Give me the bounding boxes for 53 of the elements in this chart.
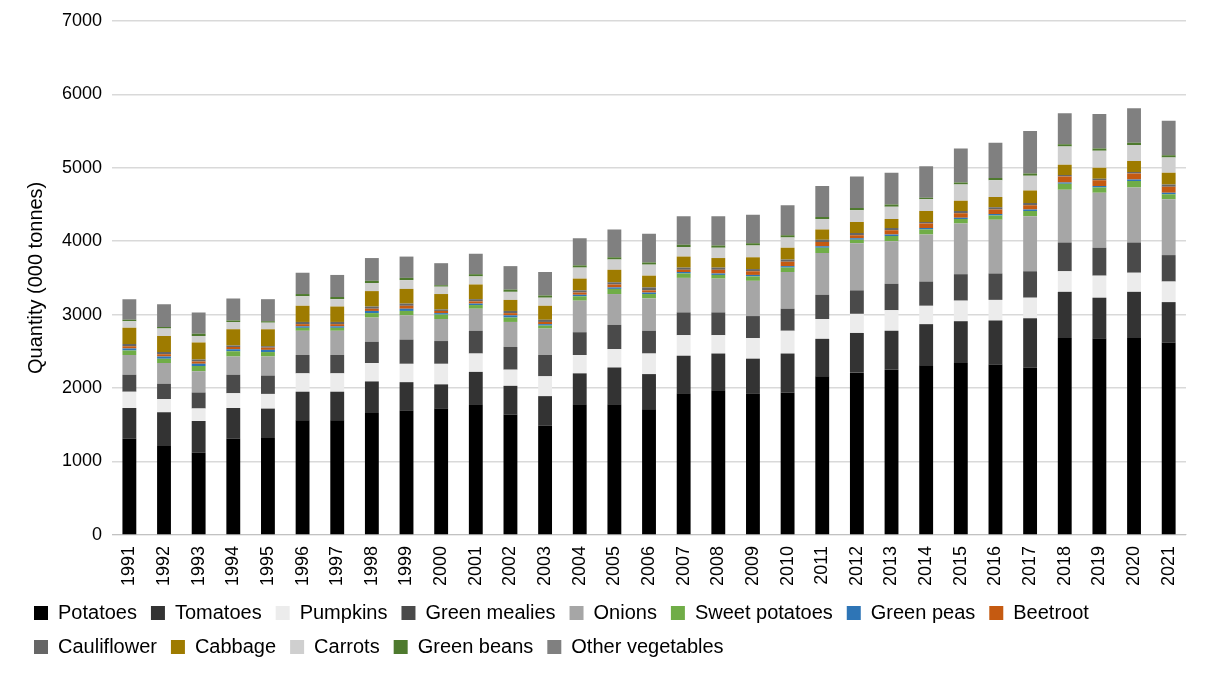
x-tick-label: 2005 xyxy=(603,545,624,586)
x-tick-label: 2002 xyxy=(499,545,520,586)
legend-label: Beetroot xyxy=(1013,600,1090,623)
legend-label: Carrots xyxy=(314,634,380,657)
x-tick-label: 2019 xyxy=(1088,545,1109,586)
x-tick-label: 2000 xyxy=(430,545,451,586)
x-tick-label: 2014 xyxy=(915,545,936,586)
x-tick-label: 2017 xyxy=(1019,545,1040,586)
y-tick-label: 0 xyxy=(92,523,103,544)
x-tick-label: 2001 xyxy=(464,545,485,586)
legend-label: Other vegetables xyxy=(571,634,724,657)
y-tick-label: 4000 xyxy=(62,230,103,251)
x-tick-label: 1997 xyxy=(326,545,347,586)
y-tick-label: 5000 xyxy=(62,156,103,177)
x-tick-label: 2021 xyxy=(1157,545,1178,586)
x-tick-label: 2016 xyxy=(984,545,1005,586)
x-tick-label: 2008 xyxy=(707,545,728,586)
x-tick-label: 2006 xyxy=(637,545,658,586)
x-tick-label: 2003 xyxy=(534,545,555,586)
x-tick-label: 1993 xyxy=(187,545,208,586)
x-tick-label: 1995 xyxy=(256,545,277,586)
legend-label: Green beans xyxy=(417,634,534,657)
x-tick-label: 1996 xyxy=(291,545,312,586)
x-tick-label: 2004 xyxy=(568,545,589,586)
legend-label: Potatoes xyxy=(58,600,137,623)
y-tick-label: 6000 xyxy=(62,83,103,104)
y-tick-label: 2000 xyxy=(62,377,103,398)
legend-label: Onions xyxy=(593,600,657,623)
legend-label: Sweet potatoes xyxy=(694,600,833,623)
x-tick-label: 2015 xyxy=(949,545,970,586)
x-tick-label: 2007 xyxy=(672,545,693,586)
x-tick-label: 1999 xyxy=(395,545,416,586)
x-tick-label: 2013 xyxy=(880,545,901,586)
x-tick-label: 2018 xyxy=(1053,545,1074,586)
legend-label: Cauliflower xyxy=(58,634,158,657)
x-tick-label: 2020 xyxy=(1123,545,1143,586)
legend-label: Cabbage xyxy=(194,634,277,657)
x-tick-label: 2009 xyxy=(741,545,762,586)
legend-label: Pumpkins xyxy=(299,600,388,623)
x-tick-label: 1994 xyxy=(222,545,243,586)
y-axis-title: Quantity (000 tonnes) xyxy=(23,181,46,375)
x-tick-label: 2012 xyxy=(845,545,866,586)
y-tick-label: 1000 xyxy=(62,450,103,471)
legend-label: Green mealies xyxy=(425,600,556,623)
x-tick-label: 1991 xyxy=(118,545,139,586)
x-tick-label: 1992 xyxy=(152,545,173,586)
x-tick-label: 2011 xyxy=(811,545,832,585)
y-tick-label: 3000 xyxy=(62,303,103,324)
legend-label: Tomatoes xyxy=(174,600,262,623)
x-tick-label: 1998 xyxy=(360,545,381,586)
x-tick-label: 2010 xyxy=(776,545,797,586)
legend-label: Green peas xyxy=(870,600,976,623)
y-tick-label: 7000 xyxy=(62,9,103,30)
